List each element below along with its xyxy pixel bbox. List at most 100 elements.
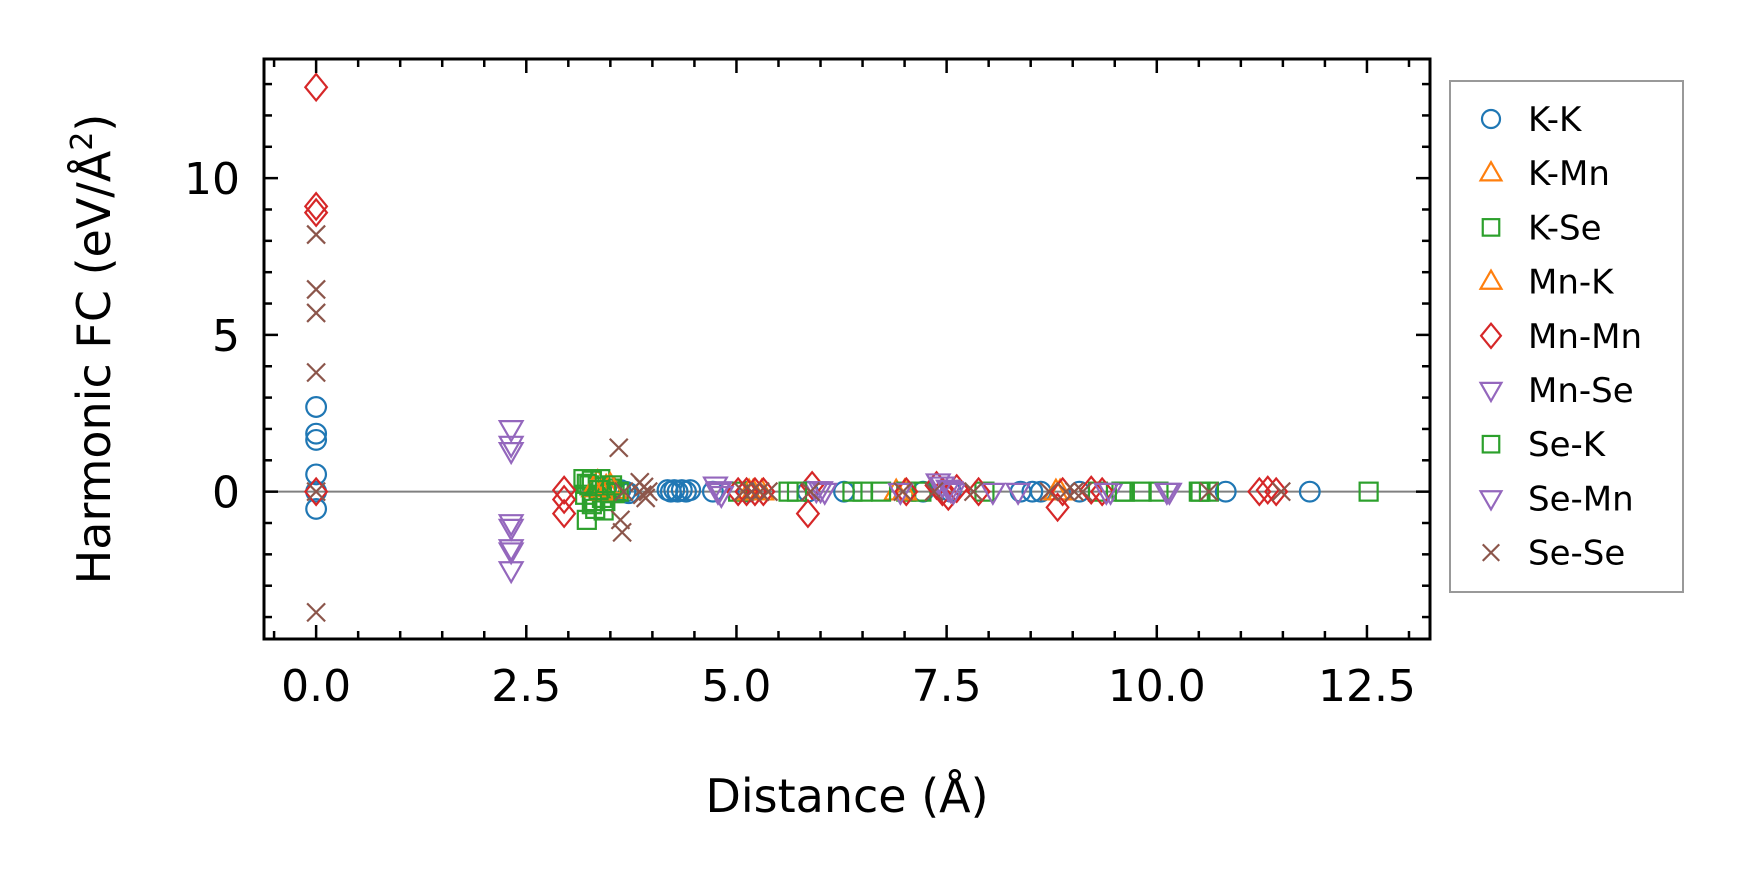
data-point-se-se	[1039, 481, 1059, 502]
data-point-mn-mn	[551, 498, 577, 529]
data-point-se-mn	[937, 481, 965, 505]
data-point-se-se	[306, 279, 326, 300]
data-point-mn-mn	[1247, 476, 1272, 507]
y-axis-label-main: Harmonic FC (eV/Å	[67, 150, 121, 584]
data-point-mn-se	[497, 441, 525, 466]
data-point-se-se	[800, 481, 821, 502]
data-point-se-k	[595, 490, 616, 512]
data-point-se-se	[1056, 481, 1076, 502]
data-point-mn-mn	[966, 476, 991, 507]
data-point-k-se	[974, 481, 995, 502]
data-point-se-se	[306, 303, 326, 323]
data-point-se-se	[733, 481, 753, 502]
data-point-se-mn	[706, 481, 733, 505]
data-point-se-se	[306, 481, 326, 502]
data-point-k-se	[1131, 481, 1152, 502]
legend-label-se-mn: Se-Mn	[1528, 479, 1634, 519]
data-point-mn-se	[979, 482, 1007, 506]
data-point-se-mn	[497, 514, 525, 538]
data-point-se-k	[581, 494, 602, 515]
data-point-mn-mn	[795, 498, 821, 529]
data-point-mn-se	[497, 539, 525, 563]
x-tick-label: 7.5	[912, 661, 982, 712]
data-point-k-k	[305, 428, 328, 451]
data-point-se-k	[576, 473, 597, 494]
data-point-k-se	[1148, 481, 1169, 502]
data-point-mn-mn	[1078, 475, 1104, 506]
y-tick-label: 5	[212, 311, 240, 362]
legend-label-se-k: Se-K	[1528, 425, 1607, 465]
data-point-se-se	[306, 362, 326, 383]
data-point-se-se	[924, 481, 944, 502]
legend-marker-mn-k	[1478, 268, 1504, 290]
data-point-k-k	[305, 497, 328, 520]
data-point-k-k	[1214, 480, 1237, 503]
data-point-k-se	[1358, 481, 1379, 502]
data-point-mn-mn	[303, 476, 329, 507]
y-axis-label: Harmonic FC (eV/Å2)	[65, 114, 121, 585]
data-point-k-k	[1298, 480, 1321, 503]
data-point-k-k	[679, 479, 702, 502]
legend-marker-k-mn	[1478, 159, 1504, 182]
legend-marker-se-k	[1481, 434, 1501, 454]
data-point-se-se	[893, 481, 913, 502]
legend-marker-k-k	[1480, 108, 1502, 130]
data-point-k-k	[1021, 480, 1044, 503]
data-point-mn-mn	[799, 470, 825, 501]
data-point-se-se	[638, 481, 658, 502]
data-point-se-mn	[497, 542, 525, 566]
data-point-se-k	[588, 479, 609, 501]
y-tick-label: 0	[212, 468, 240, 519]
legend: K-K K-Mn K-Se Mn-K Mn-Mn Mn-Se Se-K Se-Mn Se-Se	[1449, 80, 1684, 593]
legend-marker-mn-se	[1478, 381, 1504, 404]
data-point-se-se	[1271, 481, 1291, 502]
data-point-se-se	[1064, 481, 1085, 502]
data-point-se-mn	[1093, 482, 1120, 506]
data-point-se-se	[612, 522, 632, 543]
data-point-mn-mn	[303, 197, 329, 228]
legend-label-k-k: K-K	[1528, 100, 1583, 140]
data-point-k-k	[305, 422, 328, 445]
data-point-se-k	[786, 481, 808, 502]
data-point-se-k	[852, 481, 873, 502]
data-point-se-se	[758, 481, 779, 502]
data-point-se-se	[963, 481, 984, 502]
data-point-mn-se	[497, 518, 525, 542]
plot-area-frame	[262, 57, 1432, 641]
x-tick-label: 0.0	[281, 661, 351, 712]
legend-marker-mn-mn	[1479, 321, 1503, 350]
data-layer	[303, 72, 1379, 623]
data-point-se-se	[750, 481, 770, 502]
data-point-se-se	[1199, 481, 1219, 502]
x-tick-label: 2.5	[491, 661, 561, 712]
data-point-se-mn	[1156, 482, 1183, 506]
legend-marker-se-mn	[1478, 490, 1504, 512]
legend-label-se-se: Se-Se	[1528, 534, 1625, 574]
data-point-mn-se	[497, 420, 525, 444]
data-point-mn-mn	[303, 72, 329, 103]
y-tick-label: 10	[184, 154, 240, 205]
legend-label-mn-mn: Mn-Mn	[1528, 317, 1642, 357]
data-point-mn-mn	[1089, 476, 1115, 507]
tick-layer: 0.0 2.5 5.0 7.5 10.0 12.5 0 5 10	[184, 59, 1430, 712]
data-point-se-se	[306, 602, 326, 623]
data-point-se-se	[1073, 481, 1093, 502]
x-tick-label: 10.0	[1108, 661, 1206, 712]
x-tick-label: 12.5	[1318, 661, 1416, 712]
data-point-mn-mn	[1263, 476, 1289, 507]
legend-marker-se-se	[1481, 543, 1501, 562]
data-point-mn-mn	[303, 191, 329, 222]
data-point-k-k	[305, 463, 328, 486]
data-point-mn-se	[811, 482, 839, 506]
legend-marker-k-se	[1481, 218, 1501, 237]
data-point-k-k	[305, 396, 328, 418]
legend-label-k-se: K-Se	[1528, 208, 1602, 248]
legend-label-mn-se: Mn-Se	[1528, 371, 1634, 411]
data-point-mn-mn	[551, 484, 577, 515]
data-point-se-se	[306, 224, 326, 245]
x-axis-label: Distance (Å)	[705, 769, 988, 823]
data-point-mn-k	[891, 477, 918, 501]
legend-label-mn-k: Mn-K	[1528, 263, 1615, 303]
